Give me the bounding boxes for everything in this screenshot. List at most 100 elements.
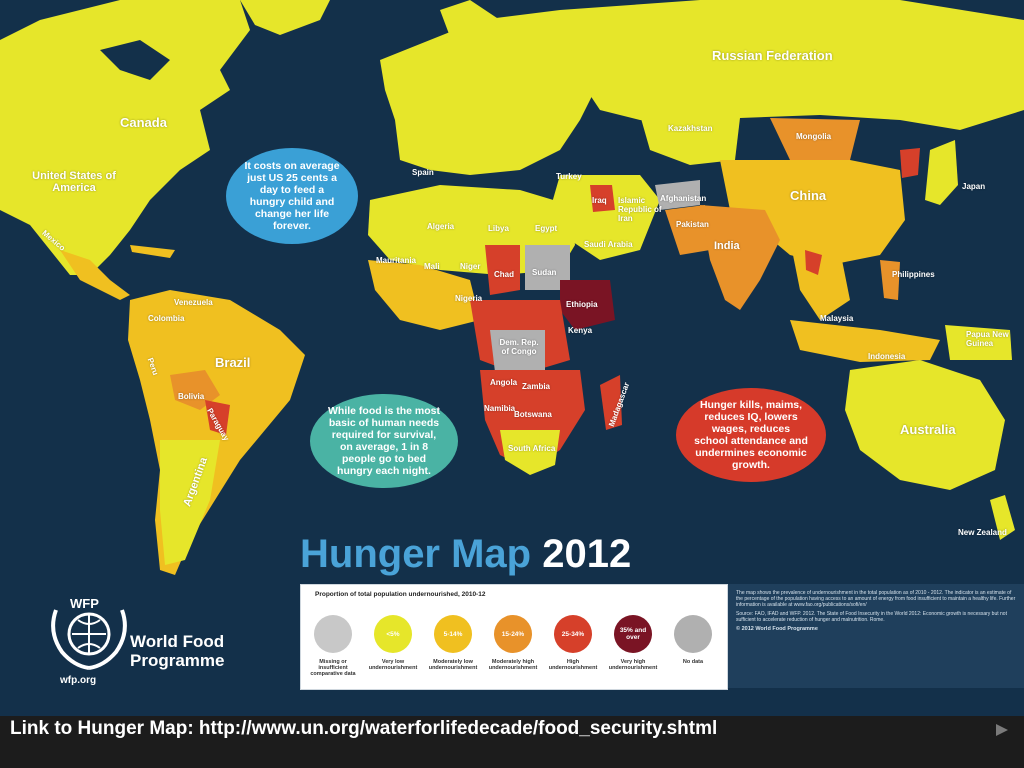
- notes-source: Source: FAO, IFAD and WFP. 2012. The Sta…: [736, 611, 1007, 623]
- label-australia: Australia: [900, 422, 956, 437]
- papua-island: [945, 325, 1012, 360]
- legend-item: 25-34% High undernourishment: [545, 615, 601, 671]
- pakistan-region: [665, 205, 710, 255]
- argentina-region: [160, 440, 220, 565]
- notes-copyright: © 2012 World Food Programme: [736, 626, 818, 632]
- legend-item: <5% Very low undernourishment: [365, 615, 421, 671]
- southeast-asia: [790, 240, 850, 320]
- wfp-name: World Food Programme: [130, 632, 225, 670]
- drc-region: [490, 330, 545, 372]
- label-ethiopia: Ethiopia: [566, 300, 598, 309]
- legend-item: 35% and over Very high undernourishment: [605, 615, 661, 671]
- legend-swatch: 25-34%: [554, 615, 592, 653]
- legend-swatch: <5%: [374, 615, 412, 653]
- label-zambia: Zambia: [522, 382, 551, 391]
- legend-heading: Proportion of total population undernour…: [315, 591, 486, 598]
- hunger-effects-bubble: Hunger kills, maims, reduces IQ, lowers …: [676, 388, 826, 482]
- southeast-asia-high: [805, 250, 822, 275]
- label-spain: Spain: [412, 168, 434, 177]
- label-botswana: Botswana: [514, 410, 552, 419]
- cost-info-bubble: It costs on average just US 25 cents a d…: [226, 148, 358, 244]
- arctic-islands: [100, 40, 170, 80]
- china-region: [720, 160, 905, 265]
- label-egypt: Egypt: [535, 224, 558, 233]
- label-south-africa: South Africa: [508, 444, 556, 453]
- label-chad: Chad: [494, 270, 514, 279]
- map-title: Hunger Map 2012: [300, 532, 631, 577]
- label-iraq: Iraq: [592, 196, 607, 205]
- hunger-map-link[interactable]: Link to Hunger Map: http://www.un.org/wa…: [10, 718, 718, 739]
- legend-swatch: [674, 615, 712, 653]
- label-papua: Papua New Guinea: [966, 330, 1009, 348]
- label-pakistan: Pakistan: [676, 220, 709, 229]
- map-notes: The map shows the prevalence of undernou…: [728, 584, 1024, 688]
- label-kazakhstan: Kazakhstan: [668, 124, 713, 133]
- label-indonesia: Indonesia: [868, 352, 906, 361]
- label-sudan: Sudan: [532, 268, 557, 277]
- label-russia: Russian Federation: [712, 48, 833, 63]
- label-algeria: Algeria: [427, 222, 455, 231]
- iraq-region: [590, 185, 615, 212]
- madagascar-island: [600, 375, 622, 430]
- label-libya: Libya: [488, 224, 509, 233]
- japan-islands: [925, 140, 958, 205]
- legend-item-label: Missing or insufficient comparative data: [310, 659, 356, 677]
- label-mongolia: Mongolia: [796, 132, 832, 141]
- next-slide-arrow-icon[interactable]: [996, 724, 1008, 736]
- central-america: [60, 250, 130, 300]
- legend-swatch: 15-24%: [494, 615, 532, 653]
- ethiopia-region: [560, 280, 615, 330]
- legend-item-label: Moderately high undernourishment: [488, 659, 538, 671]
- map-title-main: Hunger Map: [300, 532, 532, 576]
- food-info-bubble: While food is the most basic of human ne…: [310, 394, 458, 488]
- label-angola: Angola: [490, 378, 518, 387]
- kazakhstan-region: [640, 115, 740, 165]
- afghanistan-region: [655, 180, 700, 210]
- wfp-url: wfp.org: [60, 675, 97, 686]
- hunger-map-slide: Russian Federation Canada United States …: [0, 0, 1024, 716]
- british-isles: [400, 70, 420, 104]
- label-brazil: Brazil: [215, 355, 251, 370]
- legend-item-label: High undernourishment: [548, 659, 598, 671]
- wfp-acronym: WFP: [70, 596, 99, 611]
- legend-item-label: No data: [682, 659, 704, 665]
- legend-item-label: Very low undernourishment: [368, 659, 418, 671]
- label-afghanistan: Afghanistan: [660, 194, 707, 203]
- legend-swatch: 35% and over: [614, 615, 652, 653]
- australia-landmass: [845, 360, 1005, 490]
- label-malaysia: Malaysia: [820, 314, 854, 323]
- footer-bar: [0, 716, 1024, 768]
- north-america-landmass: [0, 0, 250, 275]
- chad-region: [485, 245, 520, 295]
- label-nigeria: Nigeria: [455, 294, 483, 303]
- legend-item: 5-14% Moderately low undernourishment: [425, 615, 481, 671]
- paraguay-region: [205, 400, 230, 435]
- label-namibia: Namibia: [484, 404, 516, 413]
- notes-intro: The map shows the prevalence of undernou…: [736, 590, 1016, 608]
- philippines-islands: [880, 260, 900, 300]
- label-kenya: Kenya: [568, 326, 593, 335]
- label-iran: Islamic Republic of Iran: [618, 196, 662, 223]
- label-new-zealand: New Zealand: [958, 528, 1007, 537]
- europe-landmass: [380, 10, 620, 175]
- caribbean-islands: [130, 245, 175, 258]
- label-philippines: Philippines: [892, 270, 935, 279]
- africa-west: [368, 260, 480, 330]
- russia-landmass: [560, 0, 1024, 130]
- label-bolivia: Bolivia: [178, 392, 205, 401]
- label-drc: Dem. Rep. of Congo: [499, 338, 539, 356]
- legend-swatch: 5-14%: [434, 615, 472, 653]
- label-colombia: Colombia: [148, 314, 185, 323]
- korea-region: [900, 148, 920, 178]
- legend-swatch: [314, 615, 352, 653]
- legend-item: No data: [665, 615, 721, 665]
- africa-north: [368, 185, 575, 275]
- mongolia-region: [770, 118, 860, 160]
- sudan-region: [525, 245, 570, 290]
- label-india: India: [714, 240, 740, 252]
- label-turkey: Turkey: [556, 172, 582, 181]
- label-china: China: [790, 188, 827, 203]
- map-legend: Proportion of total population undernour…: [300, 584, 728, 690]
- label-saudi: Saudi Arabia: [584, 240, 633, 249]
- scandinavia: [440, 0, 500, 80]
